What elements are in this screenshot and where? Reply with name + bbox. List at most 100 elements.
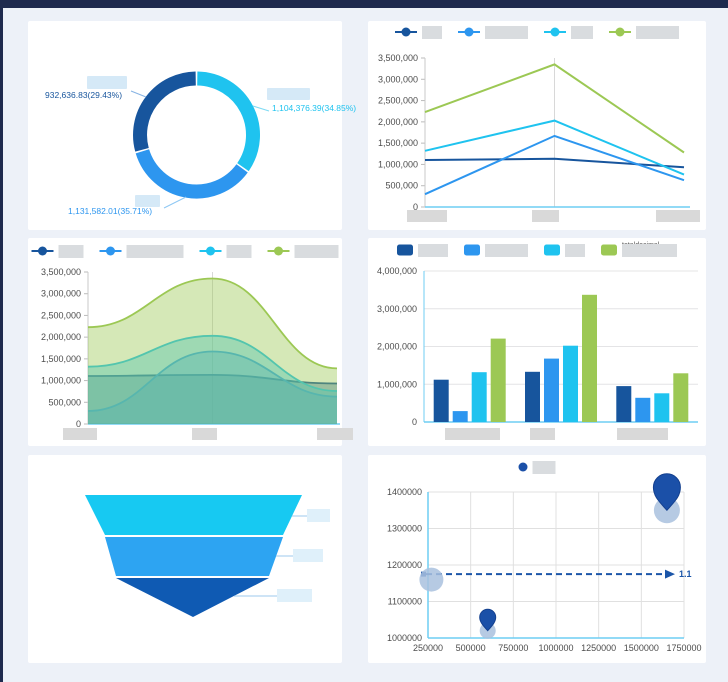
y-axis-label: 3,500,000 (378, 53, 418, 63)
bar[interactable] (635, 397, 651, 422)
donut-value-label: 1,131,582.01(35.71%) (68, 206, 153, 216)
y-axis-label: 1000000 (387, 633, 422, 643)
bar[interactable] (490, 338, 506, 422)
legend-item[interactable] (99, 245, 184, 258)
legend-item[interactable] (518, 461, 556, 474)
legend-dot-icon (38, 246, 47, 256)
legend-label-redacted (58, 245, 84, 258)
funnel-segment[interactable] (116, 578, 269, 617)
card-donut-chart: 1,104,376.39(34.85%) 1,131,582.01(35.71%… (28, 21, 356, 230)
area-series-fill[interactable] (88, 278, 337, 425)
x-axis-label-redacted (445, 428, 500, 440)
x-axis-label-redacted (617, 428, 668, 440)
donut-slice[interactable] (196, 71, 260, 172)
legend-dot-icon (274, 246, 283, 256)
legend-swatch-icon (397, 244, 413, 256)
bar[interactable] (452, 411, 468, 422)
bar[interactable] (616, 386, 632, 422)
legend-item[interactable]: totaldecimal (601, 242, 677, 257)
x-axis-label: 750000 (498, 643, 528, 653)
legend-item[interactable] (267, 245, 339, 258)
bar[interactable] (563, 345, 578, 422)
legend-label-redacted (571, 26, 593, 39)
area-chart: 0 500,000 1,000,000 1,500,000 2,000,000 2,500… (31, 245, 353, 440)
funnel-chart (85, 495, 330, 617)
donut-slice[interactable] (133, 71, 197, 152)
legend-swatch-icon (601, 244, 617, 256)
line-series[interactable] (424, 119, 685, 176)
bar[interactable] (471, 372, 487, 422)
y-axis-label: 1,500,000 (378, 138, 418, 148)
legend-dot-icon (206, 246, 215, 256)
legend-item[interactable] (199, 245, 252, 258)
y-axis-label: 0 (412, 417, 417, 427)
legend-item[interactable] (31, 245, 84, 258)
y-axis-label: 1,000,000 (377, 379, 417, 389)
legend-label-redacted (532, 461, 556, 474)
legend-label-redacted (622, 244, 677, 257)
legend-swatch-icon (464, 244, 480, 256)
x-axis-label-redacted (656, 210, 700, 222)
donut-chart (130, 71, 270, 209)
scatter-bubble[interactable] (419, 567, 444, 592)
donut-slice-name-redacted (135, 195, 160, 207)
area-series-fill[interactable] (88, 351, 337, 425)
line-series[interactable] (424, 134, 685, 196)
y-axis-label: 3,000,000 (378, 74, 418, 84)
bar[interactable] (654, 393, 670, 422)
y-axis-label: 500,000 (385, 181, 418, 191)
funnel-label-redacted (307, 509, 330, 522)
funnel-label-redacted (277, 589, 312, 602)
bar[interactable] (673, 373, 689, 422)
donut-slice-name-redacted (87, 76, 127, 89)
bar[interactable] (525, 371, 540, 422)
area-series-line (87, 350, 338, 412)
legend-dot-icon (518, 462, 528, 472)
area-series-fill[interactable] (88, 335, 337, 424)
x-axis-label-redacted (317, 428, 353, 440)
donut-slice-name-redacted (267, 88, 310, 100)
y-axis-label: 2,000,000 (377, 342, 417, 352)
card-area-chart: 0 500,000 1,000,000 1,500,000 2,000,000 2,500… (28, 238, 353, 446)
donut-label-leader (130, 90, 147, 98)
scatter-pin-icon[interactable] (479, 608, 497, 632)
legend-label-redacted (126, 245, 184, 258)
y-axis-label: 1200000 (387, 560, 422, 570)
legend-item[interactable] (544, 26, 593, 39)
x-axis-label-redacted (63, 428, 97, 440)
y-axis-label: 3,500,000 (41, 267, 81, 277)
legend-item[interactable] (397, 244, 448, 257)
bar[interactable] (544, 358, 559, 422)
legend-item[interactable] (464, 244, 528, 257)
funnel-segment[interactable] (105, 537, 283, 576)
y-axis-label: 0 (76, 419, 81, 429)
legend-label-redacted (294, 245, 339, 258)
bar[interactable] (433, 379, 449, 422)
y-axis-label: 1100000 (388, 597, 422, 607)
legend-item[interactable] (458, 26, 528, 39)
legend-dot-icon (401, 27, 411, 37)
donut-slice[interactable] (135, 149, 248, 199)
y-axis-label: 2,000,000 (41, 332, 81, 342)
x-axis-label-redacted (407, 210, 447, 222)
y-axis-label: 2,000,000 (378, 117, 418, 127)
bar-chart: totaldecimal 0 1,000,000 2,000,000 3,000,000… (377, 242, 698, 440)
y-axis-label: 1300000 (387, 524, 422, 534)
card-bar-chart: totaldecimal 0 1,000,000 2,000,000 3,000,000… (368, 238, 706, 446)
x-axis-label: 1250000 (581, 643, 616, 653)
legend-swatch-icon (544, 244, 560, 256)
scatter-pin-icon[interactable] (652, 473, 681, 512)
legend-dot-icon (464, 27, 474, 37)
legend-item[interactable] (395, 26, 442, 39)
line-series[interactable] (424, 63, 685, 154)
donut-label-leader (252, 105, 270, 112)
bar[interactable] (582, 294, 597, 422)
legend-item[interactable] (609, 26, 679, 39)
markline-label: 1.1 (679, 569, 692, 579)
legend-item[interactable] (544, 244, 585, 257)
funnel-segment[interactable] (85, 495, 302, 535)
x-axis-label-redacted (530, 428, 555, 440)
area-series-fill[interactable] (88, 374, 337, 424)
y-axis-label: 1,000,000 (378, 159, 418, 169)
